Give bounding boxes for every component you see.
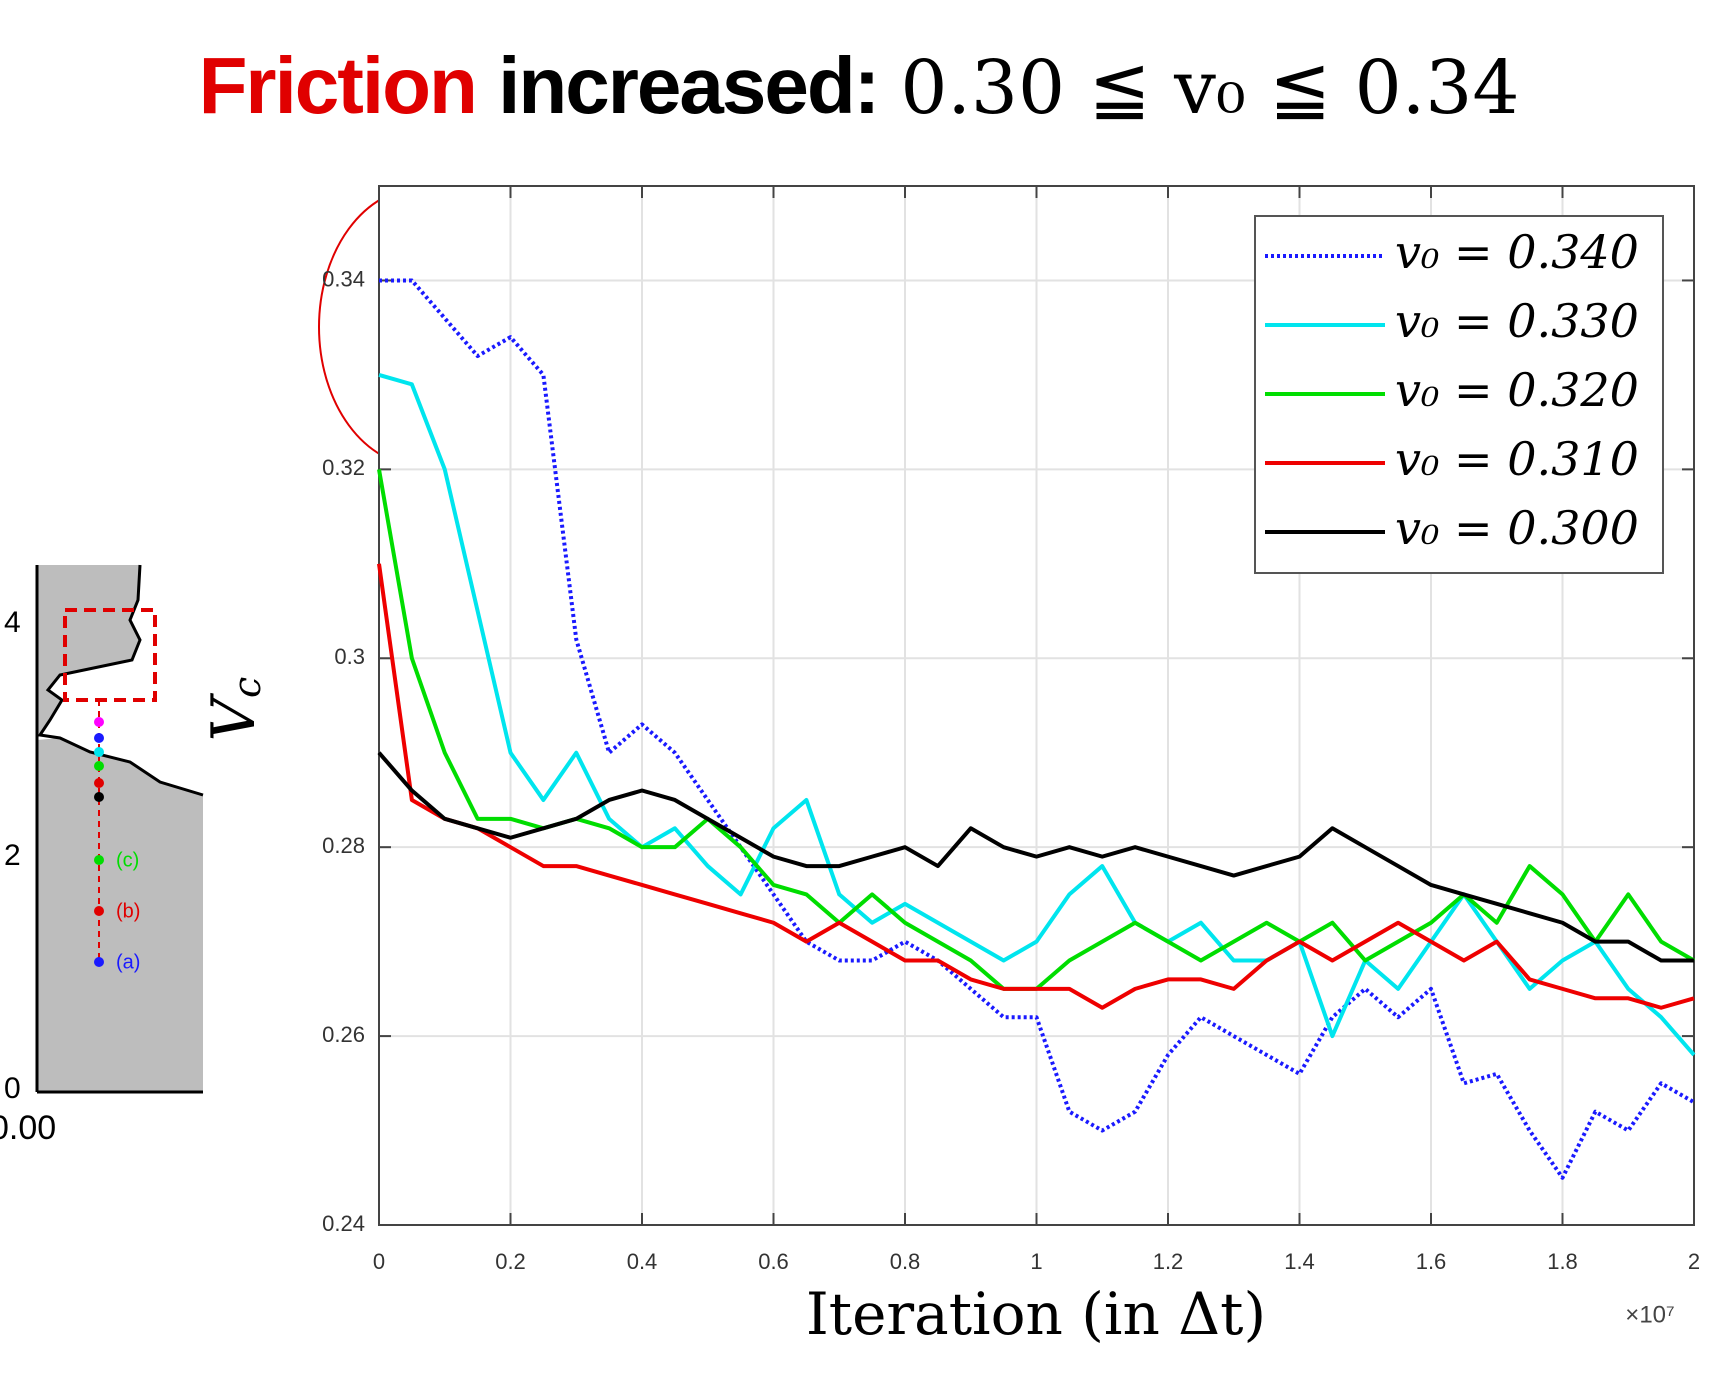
- inset-point: [94, 906, 104, 916]
- inset-label: (b): [116, 900, 140, 922]
- inset-label: (a): [116, 951, 140, 973]
- y-tick-label: 0.24: [322, 1211, 365, 1236]
- inset-box: [63, 608, 157, 702]
- legend-label: v₀ = 0.310: [1395, 432, 1639, 486]
- inset-point: [94, 792, 104, 802]
- inset-point: [94, 733, 104, 743]
- x-tick-label: 1.4: [1284, 1249, 1315, 1274]
- y-axis-label: Vc: [199, 677, 269, 742]
- legend-label: v₀ = 0.330: [1395, 294, 1639, 348]
- inset-label: (c): [116, 849, 139, 871]
- x-tick-label: 0.6: [758, 1249, 789, 1274]
- title-highlight: Friction: [198, 41, 478, 130]
- x-multiplier: ×10⁷: [1625, 1301, 1674, 1328]
- inset-tick-label: 4: [4, 606, 21, 639]
- y-tick-label: 0.3: [334, 644, 365, 669]
- y-label-base: V: [199, 692, 269, 741]
- x-tick-label: 1.8: [1547, 1249, 1578, 1274]
- x-tick-label: 0.2: [495, 1249, 526, 1274]
- x-tick-label: 2: [1688, 1249, 1700, 1274]
- plot-frame: [378, 185, 1695, 1226]
- inset-tick-label: 2: [4, 839, 21, 872]
- x-tick-label: 0.4: [627, 1249, 658, 1274]
- x-tick-label: 0.8: [890, 1249, 921, 1274]
- inset-tick-label: 0.00: [0, 1109, 56, 1147]
- series-line: [377, 751, 1694, 963]
- inset-point: [94, 855, 104, 865]
- inset: (a) (b) (c) 4 2 0 0.00: [0, 564, 204, 1147]
- inset-point: [94, 717, 104, 727]
- legend-label: v₀ = 0.320: [1395, 363, 1639, 417]
- title-math: 0.30 ≦ v₀ ≦ 0.34: [900, 45, 1520, 131]
- x-tick-label: 0: [373, 1249, 385, 1274]
- y-label-sub: c: [225, 677, 269, 698]
- y-tick-label: 0.34: [322, 266, 365, 291]
- inset-point: [94, 761, 104, 771]
- title: Friction increased: 0.30 ≦ v₀ ≦ 0.34: [0, 40, 1718, 132]
- inset-region: [37, 565, 203, 1092]
- inset-boundary: [37, 564, 204, 797]
- inset-point: [94, 747, 104, 757]
- x-axis-label: Iteration (in Δt): [806, 1280, 1266, 1348]
- series-line: [377, 563, 1695, 1010]
- legend-label: v₀ = 0.300: [1395, 501, 1639, 555]
- x-tick-label: 1.6: [1416, 1249, 1447, 1274]
- x-tick-label: 1: [1030, 1249, 1042, 1274]
- inset-point: [94, 778, 104, 788]
- legend-label: v₀ = 0.340: [1395, 225, 1639, 279]
- inset-point: [94, 957, 104, 967]
- y-tick-label: 0.26: [322, 1022, 365, 1047]
- x-tick-label: 1.2: [1153, 1249, 1184, 1274]
- y-tick-label: 0.32: [322, 455, 365, 480]
- y-tick-label: 0.28: [322, 833, 365, 858]
- title-rest: increased:: [498, 41, 880, 130]
- inset-tick-label: 0: [4, 1072, 21, 1105]
- series-line: [379, 278, 1695, 1180]
- series-line: [378, 372, 1696, 1057]
